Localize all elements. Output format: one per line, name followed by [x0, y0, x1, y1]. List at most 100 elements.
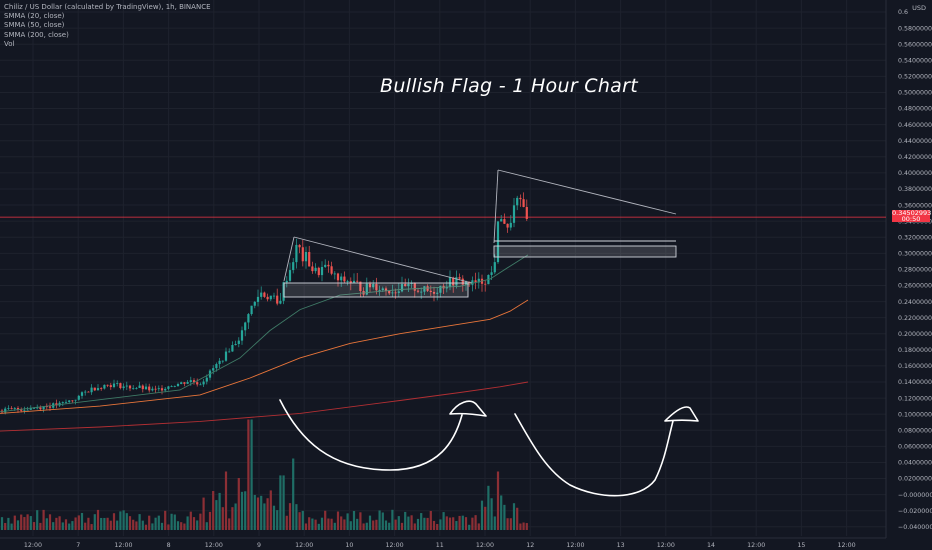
- candle-body: [192, 380, 196, 383]
- volume-bar: [426, 517, 429, 530]
- candle-body: [148, 386, 151, 391]
- volume-bar: [212, 491, 215, 530]
- volume-bar: [250, 419, 253, 530]
- candle-body: [90, 387, 93, 393]
- x-tick-label: 12:00: [295, 542, 313, 549]
- candle-body: [349, 281, 352, 283]
- candle-body: [106, 384, 109, 386]
- candle-body: [525, 207, 528, 220]
- candle-body: [375, 284, 378, 291]
- legend-smma20[interactable]: SMMA (20, close): [4, 12, 65, 21]
- candle-body: [125, 385, 128, 387]
- candle-body: [372, 284, 375, 288]
- candle-body: [352, 280, 356, 283]
- candle-body: [231, 345, 234, 352]
- legend-vol[interactable]: Vol: [4, 39, 15, 48]
- flag2-trendline: [497, 169, 677, 215]
- candle-body: [202, 381, 205, 385]
- candle-body: [324, 264, 327, 267]
- volume-bar: [378, 510, 381, 530]
- legend-smma200[interactable]: SMMA (200, close): [4, 30, 69, 39]
- candle-body: [429, 290, 432, 292]
- volume-bar: [423, 517, 426, 530]
- volume-bar: [458, 515, 461, 530]
- candle-body: [503, 219, 506, 224]
- volume-bar: [448, 517, 452, 530]
- volume-bar: [375, 519, 378, 530]
- flag2-box: [493, 245, 677, 258]
- candle-body: [330, 266, 333, 274]
- candle-body: [365, 283, 368, 295]
- y-tick-label: −0.02000000: [898, 508, 932, 515]
- candle-body: [244, 322, 247, 331]
- arrow-head-2: [664, 406, 699, 422]
- candle-body: [215, 364, 218, 369]
- volume-bar: [308, 517, 311, 530]
- volume-bar: [509, 518, 512, 530]
- volume-bar: [132, 519, 135, 530]
- x-tick-label: 12:00: [838, 542, 856, 549]
- candle-body: [154, 388, 157, 390]
- volume-bar: [125, 513, 128, 530]
- volume-bar: [311, 518, 314, 530]
- candle-body: [55, 403, 58, 406]
- candle-body: [196, 382, 199, 385]
- candle-body: [48, 406, 52, 408]
- candle-body: [400, 284, 404, 292]
- candle-body: [308, 252, 311, 267]
- candle-body: [221, 360, 224, 362]
- candle-body: [407, 283, 410, 287]
- flag1-pole: [283, 236, 295, 282]
- chart-legend: Chiliz / US Dollar (calculated by Tradin…: [4, 3, 211, 49]
- candle-body: [391, 292, 394, 294]
- candle-body: [448, 277, 452, 287]
- volume-bar: [343, 519, 346, 530]
- candle-body: [426, 286, 429, 291]
- candle-body: [71, 400, 74, 402]
- volume-bar: [285, 515, 288, 530]
- flag1-box: [283, 282, 469, 298]
- volume-bar: [45, 518, 48, 530]
- volume-bar: [512, 503, 516, 530]
- volume-bar: [397, 516, 400, 530]
- candle-body: [128, 385, 132, 389]
- volume-bar: [410, 515, 413, 530]
- candle-body: [384, 288, 388, 291]
- candle-body: [186, 382, 189, 384]
- volume-bar: [253, 494, 256, 530]
- candle-body: [512, 205, 516, 223]
- volume-bar: [279, 475, 282, 530]
- legend-smma50[interactable]: SMMA (50, close): [4, 21, 65, 30]
- candle-body: [20, 409, 23, 411]
- candle-body: [397, 291, 400, 293]
- volume-bar: [237, 478, 240, 530]
- volume-bar: [128, 516, 132, 530]
- candle-body: [327, 264, 330, 267]
- volume-bar: [295, 504, 298, 530]
- candle-body: [477, 278, 480, 283]
- volume-bar: [490, 498, 493, 530]
- volume-bar: [16, 520, 20, 530]
- volume-bar: [74, 517, 77, 530]
- legend-symbol[interactable]: Chiliz / US Dollar (calculated by Tradin…: [4, 3, 211, 11]
- last-price-tag: 0.34502993 00:50: [892, 210, 931, 222]
- volume-bar: [80, 512, 84, 530]
- volume-bar: [394, 519, 397, 530]
- volume-bar: [61, 522, 64, 530]
- volume-bar: [180, 522, 183, 530]
- candle-body: [343, 276, 346, 282]
- candle-body: [314, 267, 317, 272]
- volume-bar: [282, 475, 285, 530]
- candle-body: [474, 280, 477, 283]
- volume-bar: [320, 517, 324, 530]
- volume-bar: [228, 518, 231, 530]
- flag2-pole: [493, 169, 499, 244]
- candle-body: [250, 305, 253, 315]
- volume-bar: [500, 495, 503, 530]
